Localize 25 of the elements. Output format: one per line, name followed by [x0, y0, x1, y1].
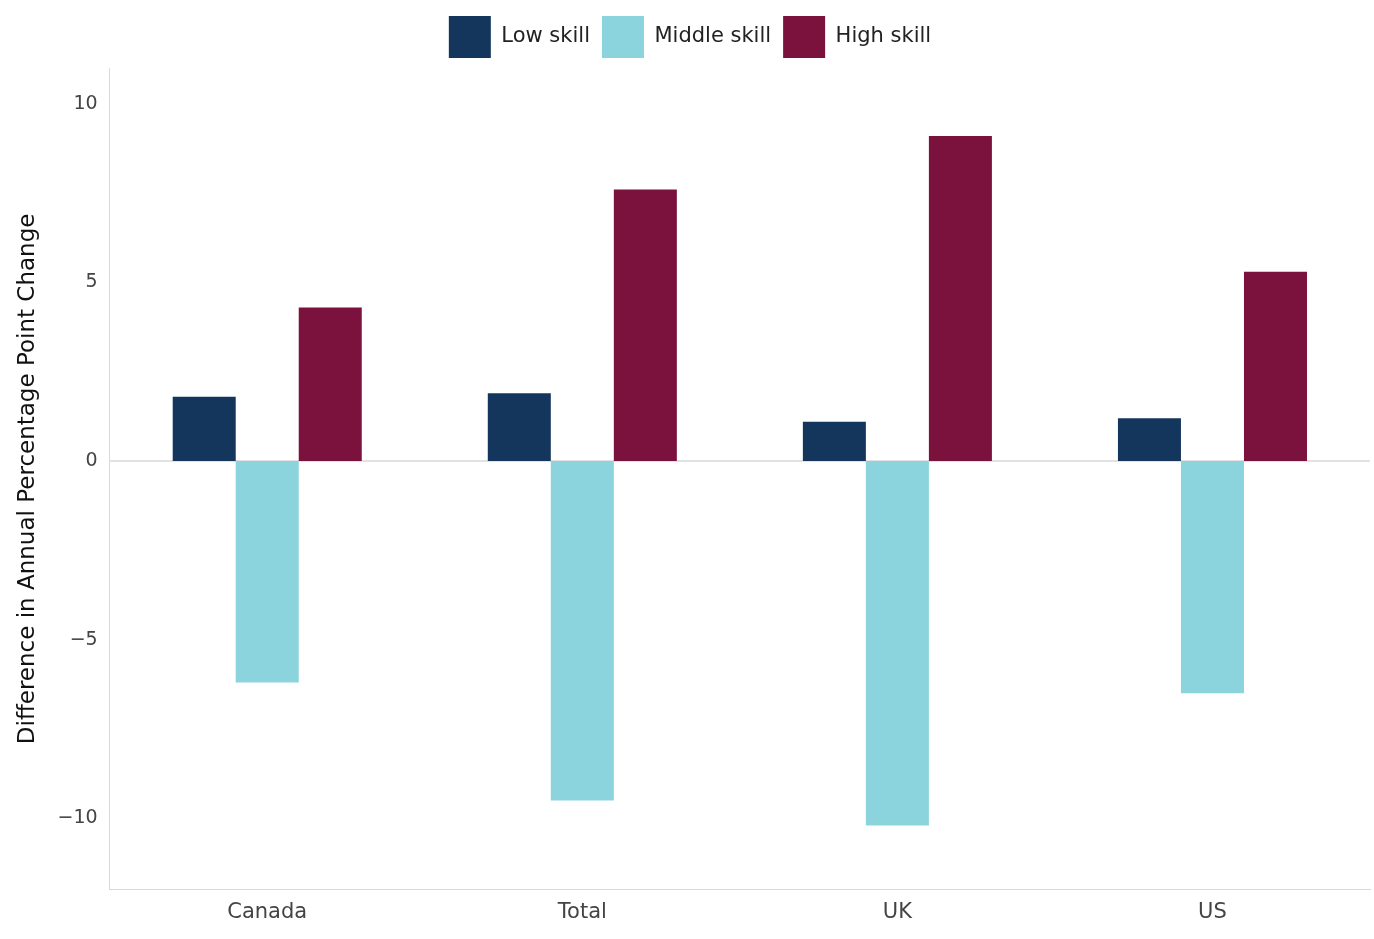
bar: [1117, 418, 1181, 462]
bar: [865, 461, 929, 826]
bar: [172, 396, 236, 462]
legend-label: Low skill: [501, 23, 590, 48]
bar: [550, 461, 614, 801]
bar: [1243, 271, 1307, 462]
legend-label: High skill: [835, 23, 932, 48]
y-tick-label: −5: [69, 626, 98, 649]
x-tick-label: UK: [882, 898, 914, 923]
x-tick-label: Canada: [227, 898, 308, 923]
y-tick-label: 10: [73, 90, 98, 113]
bar: [235, 461, 299, 683]
bar: [802, 421, 866, 462]
y-tick-label: 5: [85, 269, 98, 292]
y-tick-label: −10: [57, 805, 98, 828]
bar: [928, 135, 992, 462]
legend-label: Middle skill: [654, 23, 772, 48]
y-axis-title: Difference in Annual Percentage Point Change: [12, 213, 39, 745]
bar: [1180, 461, 1244, 694]
bar: [487, 393, 551, 462]
x-tick-label: Total: [556, 898, 607, 923]
bar: [298, 307, 362, 462]
x-tick-label: US: [1198, 898, 1227, 923]
bar: [613, 189, 677, 462]
y-tick-label: 0: [85, 447, 98, 470]
